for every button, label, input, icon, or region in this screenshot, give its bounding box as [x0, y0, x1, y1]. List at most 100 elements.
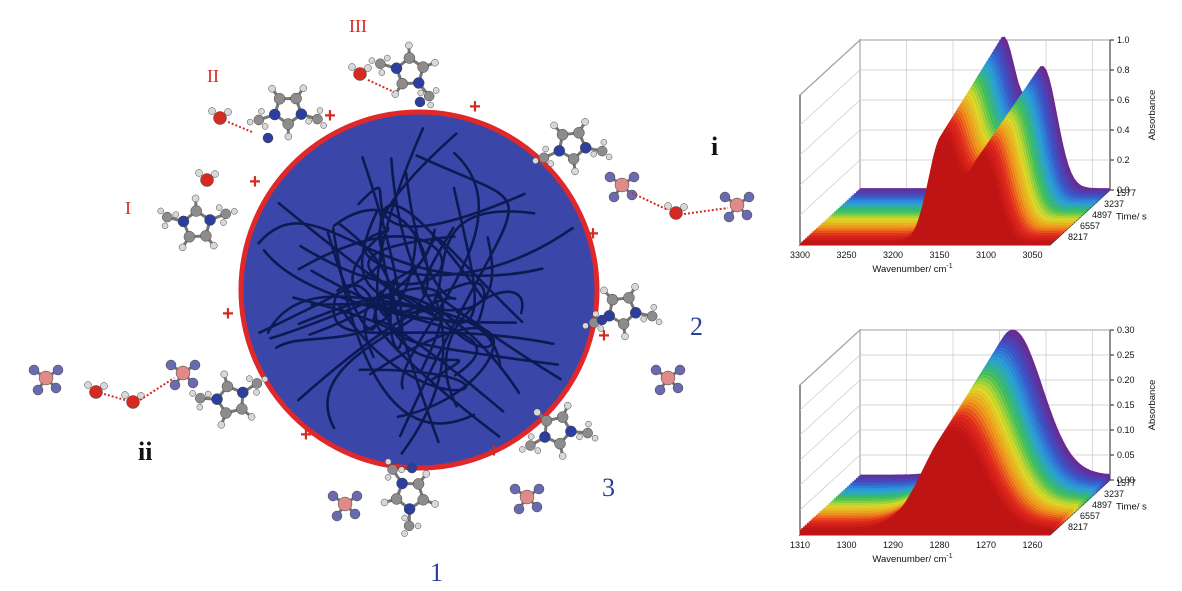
fiber	[262, 249, 478, 377]
carbon-atom	[417, 493, 429, 506]
hydrogen-bond	[139, 377, 175, 401]
carbon-atom	[290, 92, 302, 105]
hydrogen-atom	[246, 118, 254, 126]
fiber	[398, 154, 510, 438]
hydrogen-atom	[217, 421, 226, 429]
charge-plus: +	[324, 105, 336, 127]
z-tick-label: 4897	[1092, 210, 1112, 220]
z-tick-label: 6557	[1080, 511, 1100, 521]
fiber	[337, 127, 425, 318]
x-axis-label: Wavenumber/ cm-1	[872, 263, 952, 275]
boron-atom	[614, 177, 630, 193]
carbon-atom	[387, 464, 398, 475]
hydrogen-atom	[592, 310, 599, 318]
grid-line	[799, 404, 861, 461]
nitrogen-atom	[211, 393, 223, 405]
hydrogen-atom	[384, 54, 391, 62]
charge-plus: +	[249, 171, 261, 193]
fiber	[277, 186, 476, 325]
hydrogen-atom	[261, 375, 269, 383]
carbon-atom	[582, 427, 593, 439]
nitrogen-atom	[553, 145, 566, 157]
carbon-atom	[220, 407, 232, 419]
x-axis-label-superscript: -1	[946, 263, 952, 270]
y-tick-label: 0.25	[1117, 350, 1135, 360]
fluorine-atom	[674, 364, 686, 376]
y-tick-label: 1.0	[1117, 35, 1130, 45]
hydrogen-atom	[427, 101, 434, 109]
z-tick-label: 8217	[1068, 522, 1088, 532]
grid-line	[799, 454, 861, 511]
hydrogen-atom	[527, 433, 535, 440]
hydrogen-atom	[431, 500, 439, 508]
ir-spectra-chart-bottom: 1310 1300 1290 1280 1270 1260 0.00 0.05 0.10 0.15…	[790, 325, 1158, 565]
fiber	[421, 226, 486, 326]
hydrogen-atom	[320, 122, 327, 129]
y-tick-label: 0.4	[1117, 125, 1130, 135]
hydrogen-atom	[364, 64, 372, 72]
fluorine-atom	[331, 510, 343, 522]
nitrogen-atom	[396, 477, 408, 490]
hydrogen-bond	[631, 192, 669, 211]
charge-plus: +	[222, 303, 234, 325]
carbon-atom	[403, 520, 415, 532]
hydrogen-atom	[600, 286, 608, 295]
y-tick-label: 0.2	[1117, 155, 1130, 165]
hydrogen-atom	[231, 208, 238, 215]
nitrogen-atom	[403, 503, 416, 515]
y-tick-label: 0.05	[1117, 450, 1135, 460]
nitrogen-atom	[596, 314, 608, 326]
hydrogen-atom	[405, 41, 413, 50]
charge-plus: +	[488, 440, 500, 462]
carbon-atom	[312, 113, 323, 125]
carbon-atom	[253, 114, 265, 126]
hydrogen-atom	[258, 108, 265, 115]
charge-plus: +	[300, 424, 312, 446]
label-i: i	[711, 132, 718, 161]
nitrogen-atom	[539, 431, 551, 443]
hydrogen-atom	[401, 514, 408, 522]
y-tick-label: 0.15	[1117, 400, 1135, 410]
hydrogen-atom	[558, 452, 567, 460]
carbon-atom	[617, 318, 630, 330]
x-tick-label: 3250	[836, 250, 856, 260]
grid-line	[799, 39, 861, 96]
y-tick-label: 0.6	[1117, 95, 1130, 105]
hydrogen-atom	[591, 434, 599, 442]
hydrogen-atom	[534, 447, 542, 454]
label-3: 3	[602, 473, 615, 502]
z-tick-label: 1577	[1116, 188, 1136, 198]
fluorine-atom	[28, 364, 40, 376]
carbon-atom	[282, 118, 294, 130]
charge-plus: +	[469, 96, 481, 118]
hydrogen-atom	[680, 203, 688, 211]
carbon-atom	[556, 411, 569, 423]
hydrogen-atom	[432, 87, 440, 94]
fiber	[257, 222, 544, 278]
hydrogen-atom	[571, 167, 579, 176]
carbon-atom	[396, 77, 409, 90]
carbon-atom	[403, 52, 416, 64]
oxygen-atom	[213, 111, 227, 125]
hydrogen-bond	[683, 207, 729, 215]
carbon-atom	[190, 205, 202, 217]
nitrogen-atom	[390, 62, 403, 74]
fluorine-atom	[351, 490, 363, 502]
x-tick-label: 1270	[976, 540, 996, 550]
y-tick-label: 0.30	[1117, 325, 1135, 335]
fluorine-atom	[743, 191, 755, 203]
carbon-atom	[538, 152, 550, 164]
oxygen-atom	[126, 395, 140, 409]
hydrogen-atom	[100, 382, 108, 390]
y-tick-label: 0.10	[1117, 425, 1135, 435]
carbon-atom	[273, 93, 286, 105]
fluorine-atom	[608, 191, 620, 203]
hydrogen-atom	[316, 107, 324, 114]
hydrogen-atom	[655, 318, 663, 326]
x-axis-label: Wavenumber/ cm-1	[872, 553, 952, 565]
y-tick-label: 0.8	[1117, 65, 1130, 75]
boron-atom	[519, 489, 535, 505]
z-tick-label: 6557	[1080, 221, 1100, 231]
z-tick-label: 4897	[1092, 500, 1112, 510]
hydrogen-atom	[547, 160, 555, 167]
